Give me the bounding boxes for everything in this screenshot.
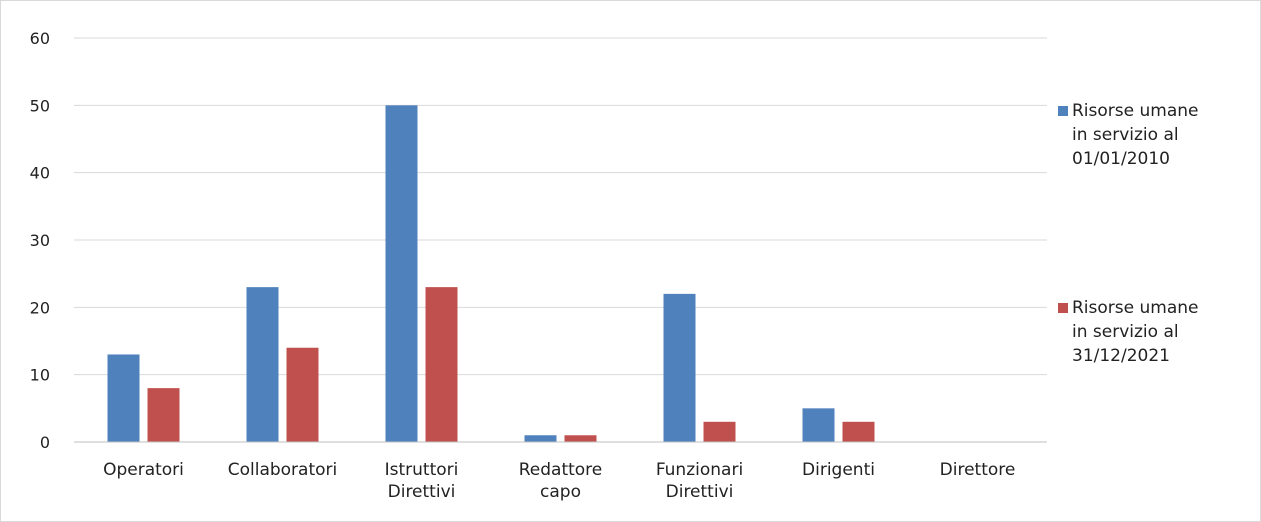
y-tick-label: 10 <box>30 366 50 385</box>
category-label: Dirigenti <box>802 460 875 480</box>
category-label: Direttore <box>940 460 1016 480</box>
legend-entry-line: Risorse umane <box>1072 298 1199 318</box>
bar-series-2-cat-1 <box>147 388 180 442</box>
y-tick-label: 20 <box>30 298 50 317</box>
category-label: Collaboratori <box>228 460 338 480</box>
y-tick-label: 50 <box>30 96 50 115</box>
category-label-line: Collaboratori <box>228 460 338 480</box>
bar-series-1-cat-6 <box>802 408 835 442</box>
category-label-line: Operatori <box>103 460 184 480</box>
y-tick-label: 40 <box>30 164 50 183</box>
legend-entry: Risorse umane in servizio al 31/12/2021 <box>1072 298 1199 366</box>
category-label-line: Istruttori <box>385 460 459 480</box>
category-label-line: Direttore <box>940 460 1016 480</box>
legend: Risorse umane in servizio al 01/01/2010Ris… <box>1058 101 1199 366</box>
legend-entry: Risorse umane in servizio al 01/01/2010 <box>1072 101 1199 169</box>
legend-swatch <box>1058 303 1068 313</box>
y-tick-label: 30 <box>30 231 50 250</box>
grid-lines <box>74 37 1047 376</box>
legend-entry-line: Risorse umane <box>1072 101 1199 121</box>
bar-series-2-cat-6 <box>842 421 875 442</box>
legend-entry-line: in servizio al <box>1072 125 1179 145</box>
bars <box>107 105 875 442</box>
category-label-line: Direttivi <box>388 482 456 502</box>
category-label-line: capo <box>540 482 581 502</box>
y-tick-label: 0 <box>40 433 50 452</box>
bar-series-1-cat-3 <box>385 105 418 442</box>
legend-entry-line: in servizio al <box>1072 322 1179 342</box>
category-label: Funzionari Direttivi <box>656 460 743 502</box>
legend-entry-line: 01/01/2010 <box>1072 149 1170 169</box>
category-label: Redattore capo <box>519 460 603 502</box>
category-label-line: Dirigenti <box>802 460 875 480</box>
category-label-line: Direttivi <box>666 482 734 502</box>
bar-series-2-cat-3 <box>425 287 458 442</box>
bar-series-2-cat-5 <box>703 421 736 442</box>
category-label: Operatori <box>103 460 184 480</box>
bar-series-1-cat-5 <box>663 293 696 442</box>
category-labels: Operatori Collaboratori Istruttori Direttiv… <box>103 460 1015 502</box>
legend-entry-line: 31/12/2021 <box>1072 346 1170 366</box>
category-label-line: Redattore <box>519 460 603 480</box>
y-tick-label: 60 <box>30 29 50 48</box>
y-axis-tick-labels: 0 10 20 30 40 50 60 <box>30 29 50 452</box>
bar-series-1-cat-4 <box>524 435 557 442</box>
category-label: Istruttori Direttivi <box>385 460 459 502</box>
bar-series-2-cat-2 <box>286 347 319 442</box>
category-label-line: Funzionari <box>656 460 743 480</box>
bar-series-1-cat-1 <box>107 354 140 442</box>
bar-series-2-cat-4 <box>564 435 597 442</box>
bar-series-1-cat-2 <box>246 287 279 442</box>
legend-swatch <box>1058 106 1068 116</box>
